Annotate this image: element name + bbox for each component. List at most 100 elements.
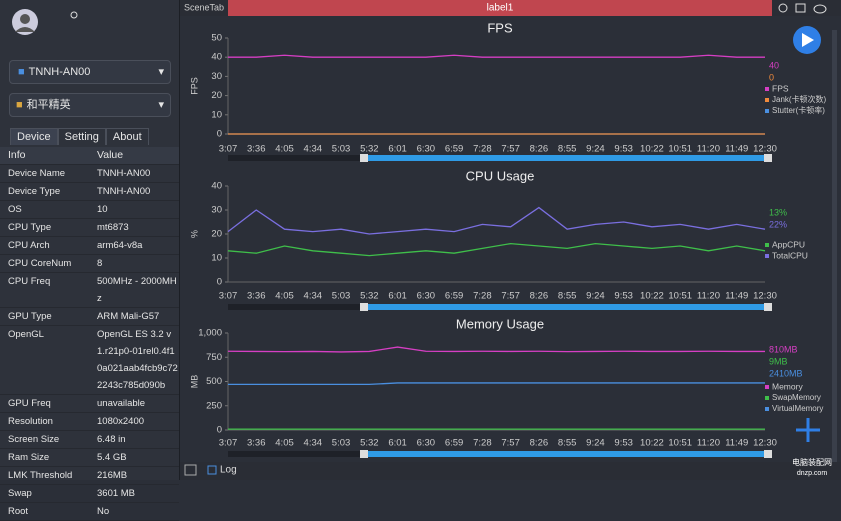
- slider-handle[interactable]: [360, 303, 368, 311]
- x-tick-label: 6:59: [445, 144, 464, 155]
- table-cell: ARM Mali-G57: [91, 307, 179, 326]
- log-label: Log: [220, 465, 237, 476]
- power-icon[interactable]: [70, 11, 78, 19]
- current-value: 40: [769, 60, 779, 70]
- x-tick-label: 8:26: [530, 291, 549, 302]
- legend-swatch: [765, 385, 769, 389]
- x-tick-label: 12:30: [753, 291, 777, 302]
- y-tick-label: 1,000: [198, 328, 222, 339]
- slider-handle[interactable]: [764, 154, 772, 162]
- line-series: [227, 346, 765, 353]
- table-row: CPU Type mt6873: [0, 218, 179, 237]
- legend-label: FPS: [772, 83, 789, 93]
- x-tick-label: 4:05: [275, 438, 294, 449]
- cloud-icon[interactable]: [813, 4, 827, 14]
- log-checkbox[interactable]: [207, 465, 217, 475]
- x-tick-label: 6:30: [417, 291, 436, 302]
- x-tick-label: 7:28: [473, 291, 492, 302]
- table-cell: Swap: [0, 484, 91, 503]
- slider-handle[interactable]: [764, 303, 772, 311]
- table-row: Resolution 1080x2400: [0, 412, 179, 431]
- table-cell: 8: [91, 254, 179, 273]
- y-axis-label: FPS: [189, 77, 199, 95]
- table-row: Ram Size 5.4 GB: [0, 448, 179, 467]
- x-tick-label: 6:59: [445, 438, 464, 449]
- line-series: [228, 382, 765, 386]
- table-cell: Device Name: [0, 164, 91, 183]
- y-tick-label: 10: [211, 109, 222, 120]
- x-tick-label: 11:49: [725, 144, 748, 155]
- x-tick-label: 10:22: [640, 291, 664, 302]
- device-name: TNNH-AN00: [28, 66, 91, 78]
- chart-title: Memory Usage: [456, 316, 544, 331]
- table-cell: CPU Type: [0, 218, 91, 237]
- slider-handle[interactable]: [360, 450, 368, 458]
- legend-swatch: [765, 254, 769, 258]
- legend-label: AppCPU: [772, 239, 805, 249]
- table-row: GPU Freq unavailable: [0, 394, 179, 413]
- table-cell: No: [91, 502, 179, 521]
- scrollbar[interactable]: [832, 30, 837, 470]
- scene-tab[interactable]: SceneTab: [184, 2, 224, 12]
- x-tick-label: 10:51: [668, 291, 692, 302]
- chart-title: CPU Usage: [466, 168, 535, 183]
- y-tick-label: 20: [211, 229, 222, 240]
- table-row: Swap 3601 MB: [0, 484, 179, 503]
- current-value: 0: [769, 72, 774, 82]
- y-tick-label: 0: [217, 425, 222, 436]
- x-tick-label: 11:20: [697, 291, 720, 302]
- x-tick-label: 5:03: [332, 144, 351, 155]
- table-cell: 500MHz - 2000MHz: [91, 272, 179, 308]
- slider-handle[interactable]: [360, 154, 368, 162]
- current-value: 2410MB: [769, 368, 803, 378]
- y-tick-label: 40: [211, 181, 222, 192]
- x-tick-label: 4:05: [275, 291, 294, 302]
- x-tick-label: 9:24: [586, 144, 605, 155]
- y-tick-label: 250: [206, 400, 222, 411]
- x-tick-label: 5:32: [360, 291, 379, 302]
- tab[interactable]: Device: [10, 128, 58, 145]
- table-cell: unavailable: [91, 394, 179, 413]
- location-icon[interactable]: [778, 3, 788, 13]
- x-tick-label: 9:24: [586, 438, 605, 449]
- x-tick-label: 8:26: [530, 144, 549, 155]
- device-select[interactable]: ■ TNNH-AN00 ▾: [9, 60, 171, 84]
- current-value: 13%: [769, 207, 787, 217]
- x-tick-label: 6:01: [388, 291, 407, 302]
- x-tick-label: 4:34: [304, 438, 323, 449]
- tab[interactable]: About: [105, 128, 149, 145]
- table-row: CPU Arch arm64-v8a: [0, 236, 179, 255]
- x-tick-label: 10:51: [668, 438, 692, 449]
- legend-swatch: [765, 243, 769, 247]
- sidebar: ■ TNNH-AN00 ▾ ■ 和平精英 ▾ Device Setting About In…: [0, 0, 180, 521]
- table-cell: 10: [91, 200, 179, 219]
- x-tick-label: 10:51: [668, 144, 692, 155]
- app-select[interactable]: ■ 和平精英 ▾: [9, 93, 171, 117]
- legend-swatch: [765, 407, 769, 411]
- legend-swatch: [765, 396, 769, 400]
- main-panel: SceneTab label1 Log 电脑装配网 dnzp.com FPS FP…: [180, 0, 841, 480]
- x-tick-label: 5:32: [360, 144, 379, 155]
- table-cell: Screen Size: [0, 430, 91, 449]
- legend-swatch: [765, 87, 769, 91]
- tab[interactable]: Setting: [57, 128, 106, 145]
- x-tick-label: 6:01: [388, 438, 407, 449]
- x-tick-label: 3:36: [247, 291, 266, 302]
- table-cell: CPU CoreNum: [0, 254, 91, 273]
- legend-label: SwapMemory: [772, 393, 821, 402]
- table-cell: Root: [0, 502, 91, 521]
- table-row: Screen Size 6.48 in: [0, 430, 179, 449]
- folder-icon[interactable]: [795, 3, 806, 13]
- y-tick-label: 40: [211, 52, 222, 63]
- slider-handle[interactable]: [764, 450, 772, 458]
- x-tick-label: 11:20: [697, 438, 720, 449]
- table-cell: OpenGL ES 3.2 v1.r21p0-01rel0.4f10a021aa…: [91, 325, 179, 395]
- watermark: 电脑装配网: [792, 457, 832, 467]
- x-tick-label: 5:32: [360, 438, 379, 449]
- table-cell: Device Type: [0, 182, 91, 201]
- y-tick-label: 0: [217, 129, 222, 140]
- legend-label: VirtualMemory: [772, 404, 823, 413]
- x-tick-label: 11:49: [725, 438, 748, 449]
- collapse-button[interactable]: [184, 464, 197, 476]
- add-button[interactable]: [796, 418, 820, 442]
